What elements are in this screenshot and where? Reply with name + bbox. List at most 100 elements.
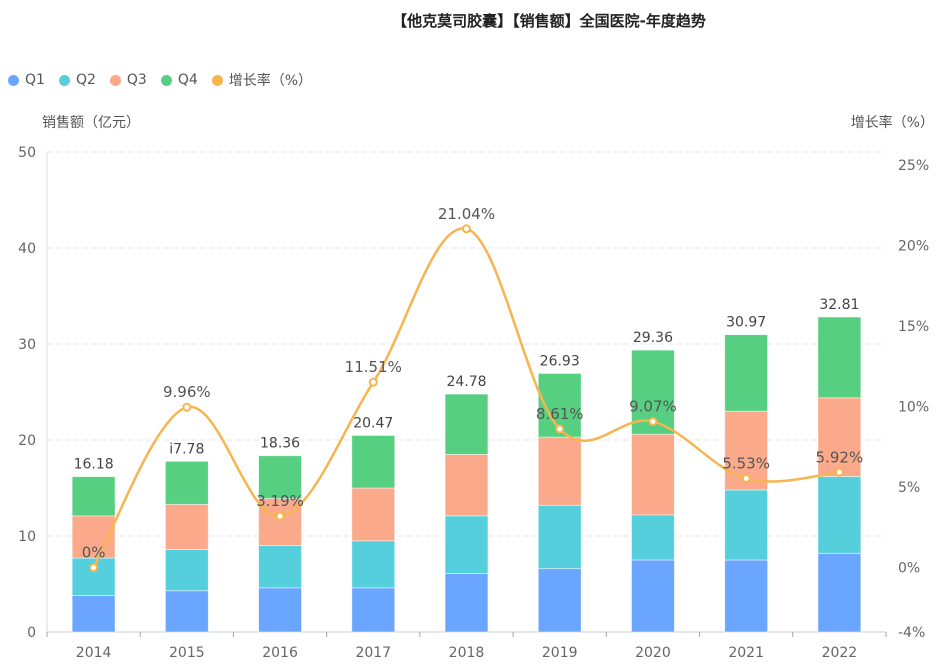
total-label: 32.81 [819, 297, 859, 313]
x-tick-label: 2022 [822, 645, 858, 661]
bar-q3-2017 [351, 487, 396, 542]
bar-q2-2018 [444, 515, 489, 574]
growth-rate-label: 3.19% [256, 492, 304, 510]
bar-q1-2015 [164, 590, 209, 633]
bar-q1-2022 [817, 552, 862, 633]
bar-q4-2018 [444, 393, 489, 455]
y-right-tick-label: 5% [898, 480, 920, 496]
bar-q4-2017 [351, 435, 396, 489]
y-left-tick-label: 30 [18, 337, 36, 353]
total-label: 29.36 [633, 330, 673, 346]
bar-q1-2017 [351, 587, 396, 633]
bar-q3-2018 [444, 453, 489, 517]
x-tick-label: 2018 [449, 645, 485, 661]
growth-rate-point-2019 [555, 424, 565, 434]
legend-item-growth-rate[interactable]: 增长率（%） [211, 70, 313, 90]
x-tick-label: 2021 [728, 645, 764, 661]
legend-item-q3[interactable]: Q3 [109, 70, 147, 90]
y-left-tick-label: 10 [18, 529, 36, 545]
legend-label: Q3 [126, 72, 147, 88]
growth-rate-label: 9.07% [629, 398, 677, 416]
bar-q2-2019 [537, 504, 582, 570]
growth-rate-label: 9.96% [163, 383, 211, 401]
x-tick-label: 2017 [355, 645, 391, 661]
growth-rate-point-2017 [368, 377, 378, 387]
y-right-tick-label: 15% [898, 319, 929, 335]
total-label: 26.93 [540, 353, 580, 369]
x-tick-label: 2014 [76, 645, 112, 661]
growth-rate-label: 21.04% [438, 205, 495, 223]
y-left-tick-label: 40 [18, 241, 36, 257]
bar-q3-2020 [631, 433, 675, 516]
y-right-tick-label: 20% [898, 239, 929, 255]
y-axis-left-title: 销售额（亿元） [42, 115, 140, 131]
growth-rate-point-2015 [182, 402, 192, 412]
bar-q1-2016 [258, 587, 302, 633]
growth-line-layer [89, 224, 844, 573]
growth-rate-label: 0% [82, 544, 106, 562]
bar-q3-2019 [537, 436, 582, 506]
bar-q2-2016 [258, 545, 302, 589]
bar-q2-2022 [817, 476, 862, 554]
y-left-tick-label: 50 [18, 145, 36, 161]
legend-dot-icon [109, 74, 121, 86]
bar-q2-2020 [631, 514, 675, 561]
y-right-tick-label: 0% [898, 561, 920, 577]
bar-q4-2022 [817, 316, 862, 399]
bar-q1-2018 [444, 573, 489, 633]
total-label: 18.36 [260, 436, 300, 452]
legend-dot-icon [58, 74, 70, 86]
legend-item-q2[interactable]: Q2 [58, 70, 96, 90]
bar-q2-2017 [351, 540, 396, 589]
growth-rate-label: 5.92% [816, 448, 864, 466]
bar-q1-2014 [71, 595, 116, 633]
y-right-tick-label: 10% [898, 400, 929, 416]
growth-rate-point-2014 [89, 563, 99, 573]
growth-rate-line [92, 227, 840, 569]
y-left-tick-label: 20 [18, 433, 36, 449]
growth-rate-label: 11.51% [345, 358, 402, 376]
bar-q4-2014 [71, 476, 116, 517]
growth-label-layer: 0% 9.96% 3.19% 11.51% 21.04% 8.61% 9.07% 5.53% 5… [82, 205, 864, 562]
y-right-tick-label: 25% [898, 158, 929, 174]
bar-q4-2015 [164, 460, 209, 505]
total-label-layer: 16.18 i7.78 18.36 20.47 24.78 26.93 29.36 30.97… [74, 297, 860, 473]
bar-q4-2021 [724, 334, 769, 412]
x-tick-label: 2019 [542, 645, 578, 661]
legend-label: 增长率（%） [228, 73, 313, 89]
growth-rate-point-2021 [741, 474, 751, 484]
chart-title: 【他克莫司胶囊】【销售额】全国医院-年度趋势 [392, 12, 706, 30]
x-tick-label: 2016 [262, 645, 298, 661]
bar-layer [71, 316, 862, 633]
bar-q3-2016 [258, 498, 302, 546]
bar-q3-2022 [817, 397, 862, 477]
total-label: 30.97 [726, 315, 766, 331]
x-tick-label: 2015 [169, 645, 205, 661]
bar-q3-2015 [164, 503, 209, 550]
bar-q2-2021 [724, 489, 769, 561]
growth-rate-label: 5.53% [722, 455, 770, 473]
legend-item-q1[interactable]: Q1 [8, 70, 45, 90]
legend-dot-icon [160, 74, 172, 86]
y-left-tick-label: 0 [27, 625, 36, 641]
bar-q1-2020 [631, 559, 675, 633]
legend-label: Q4 [177, 72, 198, 88]
total-label: i7.78 [169, 441, 204, 457]
growth-rate-point-2018 [462, 224, 471, 234]
bar-q4-2016 [258, 455, 302, 499]
legend-item-q4[interactable]: Q4 [160, 70, 198, 90]
bar-q1-2021 [724, 559, 769, 633]
growth-rate-point-2022 [834, 467, 844, 477]
legend-dot-icon [211, 74, 223, 86]
total-label: 16.18 [74, 457, 114, 473]
bar-q2-2015 [164, 549, 209, 592]
growth-rate-point-2016 [275, 511, 285, 521]
legend-label: Q1 [25, 72, 45, 88]
legend: Q1 Q2 Q3 Q4 增长率（%） [8, 70, 312, 90]
y-right-tick-label: -4% [898, 625, 925, 641]
y-axis-right-title: 增长率（%） [850, 115, 934, 131]
growth-rate-point-2020 [648, 417, 658, 427]
legend-label: Q2 [75, 72, 96, 88]
growth-rate-label: 8.61% [536, 405, 584, 423]
